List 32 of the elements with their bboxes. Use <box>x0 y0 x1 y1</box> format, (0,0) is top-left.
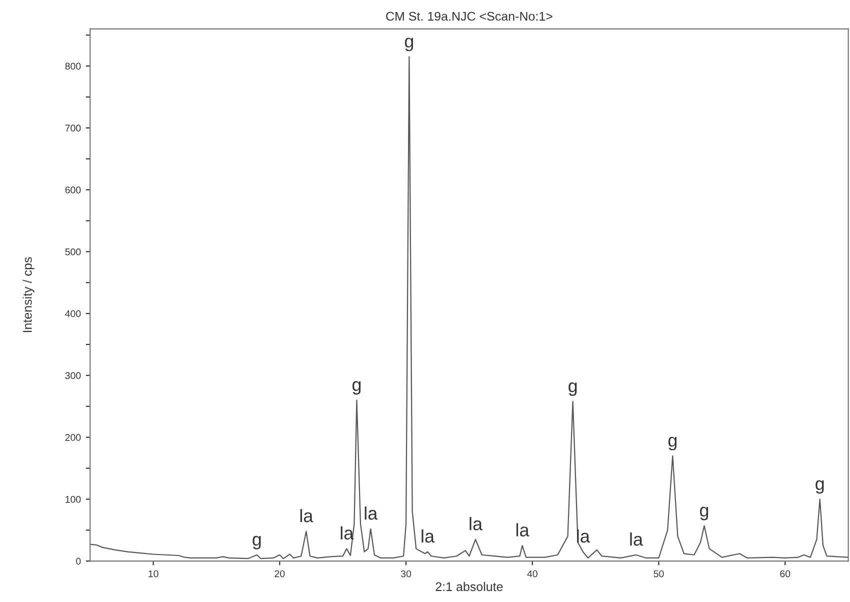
x-tick-label: 10 <box>148 570 158 578</box>
annotation: la <box>422 529 435 543</box>
y-tick-label: 600 <box>65 186 81 194</box>
x-tick-label: 30 <box>400 570 412 578</box>
x-axis-title: 2:1 absolute <box>436 582 503 592</box>
line-series <box>90 56 848 560</box>
annotation: la <box>630 532 644 546</box>
y-tick-label: 500 <box>65 248 81 256</box>
annotation: g <box>252 536 261 550</box>
annotation: g <box>404 38 414 52</box>
annotation: g <box>352 381 361 395</box>
annotation: la <box>300 508 314 522</box>
y-axis-title: Intensity / cps <box>22 257 34 332</box>
y-tick-label: 800 <box>65 62 81 70</box>
y-tick-label: 0 <box>76 558 81 565</box>
y-tick-label: 100 <box>66 496 81 503</box>
x-tick-label: 40 <box>527 570 538 578</box>
x-tick-label: 20 <box>274 570 285 578</box>
annotation: la <box>516 523 530 536</box>
annotation: g <box>700 506 708 520</box>
y-tick-label: 300 <box>65 372 81 380</box>
y-tick-label: 200 <box>65 434 81 441</box>
chart-title: CM St. 19a.NJC <Scan-No:1> <box>386 12 552 21</box>
annotation: g <box>668 436 677 450</box>
annotation: g <box>816 480 824 494</box>
annotation: la <box>364 506 378 520</box>
annotation: g <box>568 382 577 396</box>
annotation: la <box>470 517 483 530</box>
y-tick-label: 700 <box>65 124 81 132</box>
y-tick-label: 400 <box>65 310 81 318</box>
x-tick-label: 50 <box>654 570 664 578</box>
x-tick-label: 60 <box>780 570 790 578</box>
